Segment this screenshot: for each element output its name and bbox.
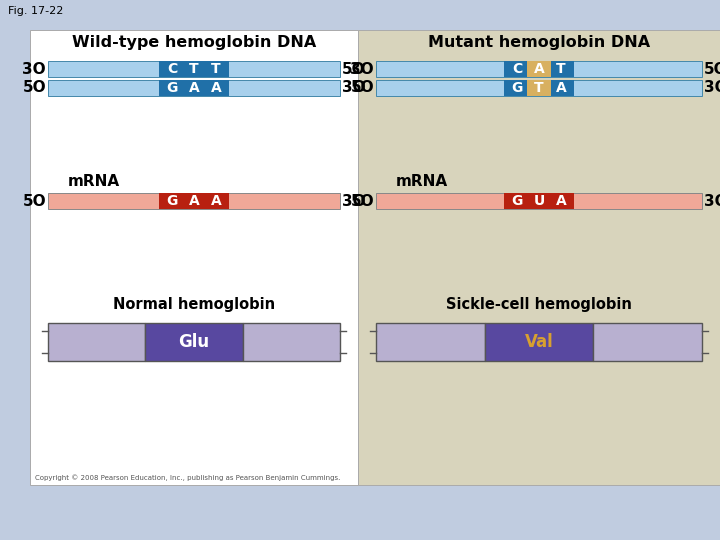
Bar: [485, 323, 593, 361]
Text: A: A: [534, 62, 544, 76]
Text: 3O: 3O: [351, 62, 374, 77]
Bar: [504, 61, 575, 77]
Text: G: G: [166, 194, 178, 208]
Text: A: A: [211, 194, 221, 208]
Text: 3O: 3O: [342, 193, 366, 208]
Bar: [243, 323, 340, 361]
Bar: [376, 193, 702, 209]
Text: Mutant hemoglobin DNA: Mutant hemoglobin DNA: [428, 36, 650, 51]
Text: Normal hemoglobin: Normal hemoglobin: [113, 298, 275, 313]
Text: Sickle-cell hemoglobin: Sickle-cell hemoglobin: [446, 298, 632, 313]
Bar: [145, 323, 243, 361]
Bar: [48, 80, 340, 96]
Bar: [593, 323, 702, 361]
Text: C: C: [167, 62, 177, 76]
Text: 3O: 3O: [704, 80, 720, 96]
Text: 3O: 3O: [22, 62, 46, 77]
Text: 5O: 5O: [351, 193, 374, 208]
Text: T: T: [189, 62, 199, 76]
Bar: [376, 323, 485, 361]
Bar: [358, 30, 720, 485]
Bar: [48, 193, 340, 209]
Text: U: U: [534, 194, 544, 208]
Bar: [48, 323, 145, 361]
Bar: [159, 80, 229, 96]
Bar: [159, 61, 229, 77]
Bar: [30, 30, 358, 485]
Bar: [159, 193, 229, 209]
Text: Glu: Glu: [179, 333, 210, 351]
Text: T: T: [556, 62, 566, 76]
Text: G: G: [511, 194, 523, 208]
Text: Fig. 17-22: Fig. 17-22: [8, 6, 63, 16]
Text: 3O: 3O: [342, 80, 366, 96]
Text: Copyright © 2008 Pearson Education, Inc., publishing as Pearson Benjamin Cumming: Copyright © 2008 Pearson Education, Inc.…: [35, 475, 341, 481]
Text: 3O: 3O: [704, 193, 720, 208]
Text: mRNA: mRNA: [68, 174, 120, 190]
Text: 5O: 5O: [22, 193, 46, 208]
Text: 5O: 5O: [22, 80, 46, 96]
Bar: [504, 193, 575, 209]
Text: A: A: [189, 81, 199, 95]
Text: A: A: [189, 194, 199, 208]
Text: T: T: [211, 62, 221, 76]
Bar: [376, 61, 702, 77]
Text: A: A: [556, 194, 567, 208]
Text: 5O: 5O: [704, 62, 720, 77]
Text: A: A: [211, 81, 221, 95]
Text: Val: Val: [525, 333, 554, 351]
Bar: [527, 61, 551, 77]
Text: 5O: 5O: [342, 62, 366, 77]
Bar: [504, 80, 575, 96]
Text: T: T: [534, 81, 544, 95]
Bar: [376, 80, 702, 96]
Text: G: G: [166, 81, 178, 95]
Text: 5O: 5O: [351, 80, 374, 96]
Text: C: C: [512, 62, 522, 76]
Text: mRNA: mRNA: [396, 174, 448, 190]
Text: G: G: [511, 81, 523, 95]
Bar: [527, 80, 551, 96]
Text: A: A: [556, 81, 567, 95]
Text: Wild-type hemoglobin DNA: Wild-type hemoglobin DNA: [72, 36, 316, 51]
Bar: [48, 61, 340, 77]
